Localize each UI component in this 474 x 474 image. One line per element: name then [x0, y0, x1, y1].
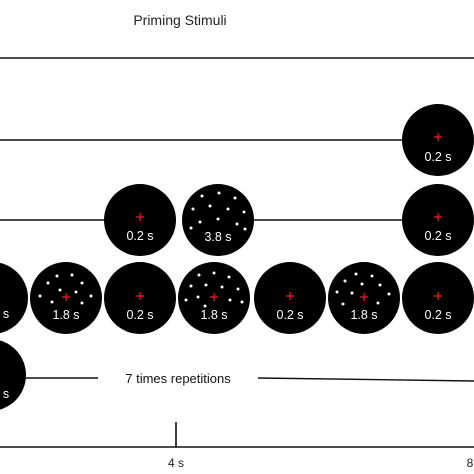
stimulus-11: s — [0, 340, 26, 410]
duration-label: 0.2 s — [424, 308, 451, 322]
fixation-cross-icon — [360, 293, 368, 301]
stimulus-2: 3.8 s — [182, 184, 254, 256]
stimulus-0: 0.2 s — [402, 104, 474, 176]
stimulus-1: 0.2 s — [104, 184, 176, 256]
stimulus-disc — [0, 340, 26, 410]
stimulus-disc — [0, 262, 28, 334]
duration-label: s — [3, 307, 9, 321]
stimulus-7: 1.8 s — [178, 262, 250, 334]
stimulus-10: 0.2 s — [402, 262, 474, 334]
fixation-cross-icon — [136, 213, 144, 221]
fixation-cross-icon — [434, 292, 442, 300]
fixation-cross-icon — [286, 292, 294, 300]
fixation-cross-icon — [62, 293, 70, 301]
duration-label: s — [3, 387, 9, 401]
repetition-line-right — [257, 377, 474, 382]
stimulus-3: 0.2 s — [402, 184, 474, 256]
diagram-title: Priming Stimuli — [133, 12, 226, 28]
duration-label: 0.2 s — [424, 150, 451, 164]
stimulus-5: 1.8 s — [30, 262, 102, 334]
fixation-cross-icon — [136, 292, 144, 300]
tick-label-4s: 4 s — [168, 456, 184, 470]
stimulus-4: s — [0, 262, 28, 334]
duration-label: 0.2 s — [424, 229, 451, 243]
dot-array-icon — [184, 271, 244, 308]
stimulus-9: 1.8 s — [328, 262, 400, 334]
duration-label: 1.8 s — [200, 308, 227, 322]
stimulus-8: 0.2 s — [254, 262, 326, 334]
fixation-cross-icon — [434, 133, 442, 141]
stimulus-6: 0.2 s — [104, 262, 176, 334]
duration-label: 1.8 s — [350, 308, 377, 322]
duration-label: 3.8 s — [204, 230, 231, 244]
dot-array-icon — [38, 273, 93, 305]
fixation-cross-icon — [210, 293, 218, 301]
fixation-cross-icon — [434, 213, 442, 221]
tick-label-8s: 8 — [467, 456, 474, 470]
duration-label: 0.2 s — [126, 229, 153, 243]
duration-label: 1.8 s — [52, 308, 79, 322]
dot-array-icon — [189, 191, 247, 231]
repetition-label: 7 times repetitions — [125, 371, 231, 386]
dot-array-icon — [335, 272, 391, 306]
duration-label: 0.2 s — [126, 308, 153, 322]
duration-label: 0.2 s — [276, 308, 303, 322]
